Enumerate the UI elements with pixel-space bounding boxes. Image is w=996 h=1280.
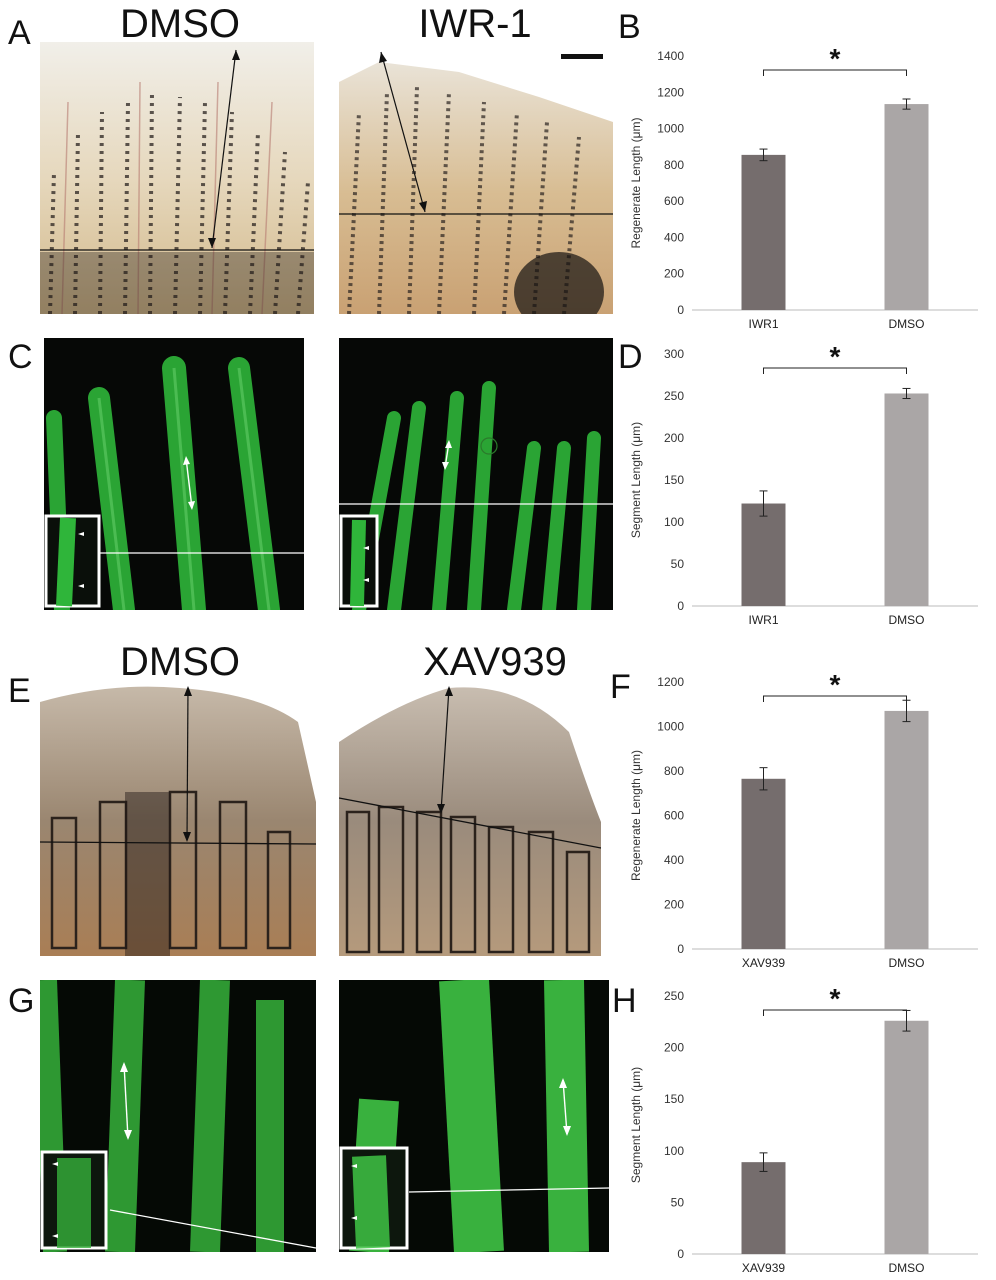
photo-e-xav939: [339, 682, 601, 956]
significance-star-f: *: [830, 669, 841, 700]
panel-letter-f: F: [610, 668, 631, 706]
xtick-label-f-xav939: XAV939: [742, 956, 785, 970]
title-dmso-top: DMSO: [120, 2, 240, 46]
title-iwr1: IWR-1: [418, 2, 532, 46]
y-axis-label-b: Regenerate Length (μm): [629, 118, 643, 249]
significance-bracket-h: [763, 1009, 907, 1016]
ytick-label-b: 800: [664, 158, 684, 172]
significance-bracket-b: [763, 69, 907, 76]
bar-b-iwr1: [741, 154, 786, 310]
panel-letter-d: D: [618, 338, 643, 376]
ytick-label-h: 250: [664, 989, 684, 1003]
title-xav939: XAV939: [423, 640, 567, 684]
bar-f-dmso: [884, 710, 929, 949]
photo-g-dmso: [40, 980, 316, 1252]
ytick-label-d: 250: [664, 389, 684, 403]
panel-letter-b: B: [618, 8, 641, 46]
panel-letter-h: H: [612, 982, 637, 1020]
ytick-label-b: 400: [664, 230, 684, 244]
significance-star-b: *: [830, 43, 841, 74]
ytick-label-b: 200: [664, 267, 684, 281]
xtick-label-b-dmso: DMSO: [889, 317, 925, 331]
ytick-label-d: 50: [671, 557, 685, 571]
photo-c-iwr1: [339, 338, 613, 610]
ytick-label-d: 0: [677, 599, 684, 613]
ytick-label-b: 1000: [657, 122, 684, 136]
ytick-label-h: 0: [677, 1247, 684, 1261]
bar-d-dmso: [884, 393, 929, 606]
bar-h-xav939: [741, 1162, 786, 1254]
bar-f-xav939: [741, 778, 786, 949]
ytick-label-f: 200: [664, 898, 684, 912]
ytick-label-h: 150: [664, 1092, 684, 1106]
ytick-label-h: 50: [671, 1195, 685, 1209]
ytick-label-f: 800: [664, 764, 684, 778]
bar-chart-h: 0 50 100 150 200 250 Segment Length (μm) XAV939…: [629, 983, 978, 1275]
panel-letter-c: C: [8, 338, 33, 376]
bar-h-dmso: [884, 1020, 929, 1254]
y-axis-label-h: Segment Length (μm): [629, 1067, 643, 1183]
ytick-label-h: 100: [664, 1144, 684, 1158]
y-axis-label-d: Segment Length (μm): [629, 422, 643, 538]
ytick-label-d: 300: [664, 347, 684, 361]
ytick-label-f: 1000: [657, 720, 684, 734]
bar-chart-f: 0 200 400 600 800 1000 1200 Regenerate Length (…: [629, 669, 978, 970]
ytick-label-f: 0: [677, 942, 684, 956]
panel-letter-e: E: [8, 672, 31, 710]
ytick-label-f: 400: [664, 853, 684, 867]
bar-d-iwr1: [741, 503, 786, 606]
ytick-label-b: 600: [664, 194, 684, 208]
photo-c-dmso: [44, 338, 304, 610]
xtick-label-b-iwr1: IWR1: [749, 317, 779, 331]
significance-star-d: *: [830, 341, 841, 372]
significance-bracket-d: [763, 367, 907, 374]
photo-e-dmso: [40, 682, 316, 956]
ytick-label-d: 150: [664, 473, 684, 487]
panel-letter-a: A: [8, 14, 31, 52]
title-dmso-bottom: DMSO: [120, 640, 240, 684]
ytick-label-f: 1200: [657, 675, 684, 689]
bar-b-dmso: [884, 104, 929, 310]
ytick-label-b: 0: [677, 303, 684, 317]
significance-bracket-f: [763, 695, 907, 702]
bar-chart-d: 0 50 100 150 200 250 300 Segment Length (μm) IWR…: [629, 341, 978, 627]
photo-a-dmso: [40, 42, 314, 314]
ytick-label-b: 1400: [657, 49, 684, 63]
ytick-label-d: 200: [664, 431, 684, 445]
xtick-label-d-dmso: DMSO: [889, 613, 925, 627]
ytick-label-h: 200: [664, 1041, 684, 1055]
panel-letter-g: G: [8, 982, 35, 1020]
photo-g-xav939: [339, 980, 609, 1252]
photo-a-iwr1: [339, 42, 613, 314]
ytick-label-d: 100: [664, 515, 684, 529]
ytick-label-b: 1200: [657, 85, 684, 99]
xtick-label-f-dmso: DMSO: [889, 956, 925, 970]
y-axis-label-f: Regenerate Length (μm): [629, 750, 643, 881]
significance-star-h: *: [830, 983, 841, 1014]
bar-chart-b: 0 200 400 600 800 1000 1200 1400 Regenerate Leng…: [629, 43, 978, 331]
xtick-label-h-xav939: XAV939: [742, 1261, 785, 1275]
ytick-label-f: 600: [664, 809, 684, 823]
xtick-label-h-dmso: DMSO: [889, 1261, 925, 1275]
xtick-label-d-iwr1: IWR1: [749, 613, 779, 627]
